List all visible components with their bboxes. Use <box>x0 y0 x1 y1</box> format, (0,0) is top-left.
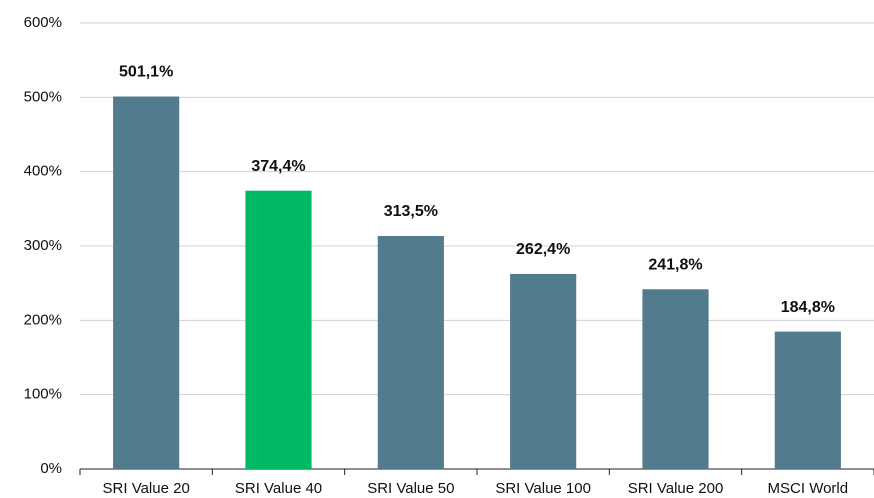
bar <box>774 331 841 469</box>
bar <box>113 96 180 470</box>
bar <box>245 190 312 470</box>
y-tick-label: 300% <box>24 237 62 254</box>
y-tick-label: 100% <box>24 386 62 403</box>
x-tick-label: SRI Value 200 <box>628 480 724 497</box>
value-label: 501,1% <box>119 64 173 81</box>
y-tick-label: 400% <box>24 163 62 180</box>
y-tick-label: 0% <box>40 460 62 477</box>
y-tick-label: 200% <box>24 311 62 328</box>
x-tick-label: SRI Value 100 <box>495 480 591 497</box>
value-label: 262,4% <box>516 241 570 258</box>
value-label: 184,8% <box>781 299 835 316</box>
value-label: 313,5% <box>384 203 438 220</box>
y-tick-label: 500% <box>24 88 62 105</box>
x-tick-label: SRI Value 50 <box>367 480 454 497</box>
y-tick-label: 600% <box>24 14 62 31</box>
x-tick-label: SRI Value 40 <box>235 480 322 497</box>
bar <box>510 273 577 469</box>
x-tick-label: MSCI World <box>768 480 849 497</box>
value-label: 241,8% <box>648 256 702 273</box>
value-label: 374,4% <box>251 158 305 175</box>
bar <box>377 235 444 469</box>
bar <box>642 289 709 469</box>
x-tick-label: SRI Value 20 <box>103 480 190 497</box>
